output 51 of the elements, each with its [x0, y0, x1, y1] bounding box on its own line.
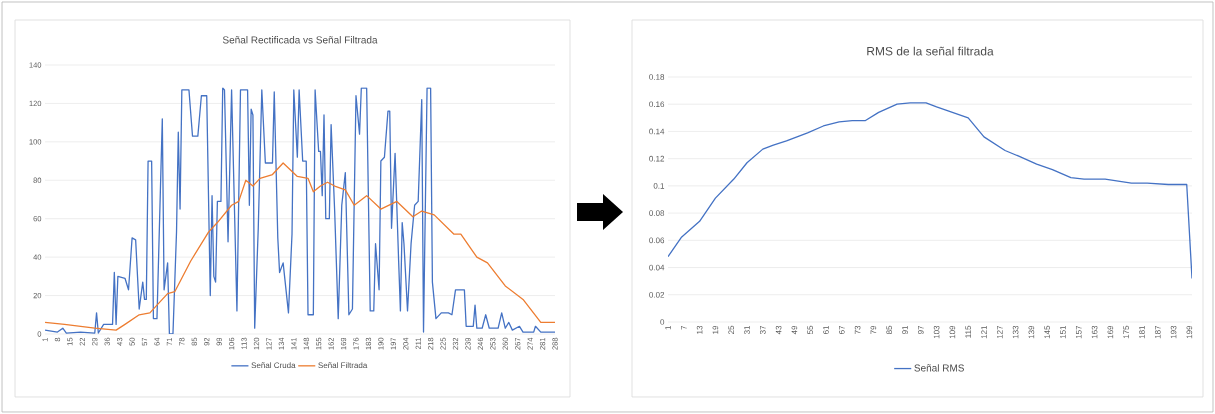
y-tick-label: 0.02 [649, 291, 665, 298]
x-tick-label: 139 [1028, 325, 1035, 339]
y-tick-label: 0.16 [649, 101, 665, 108]
legend-label: Señal Cruda [251, 362, 296, 369]
x-tick-label: 43 [775, 325, 782, 335]
x-tick-label: 127 [996, 325, 1003, 339]
y-tick-label: 0.08 [649, 210, 665, 216]
x-tick-label: 61 [823, 325, 829, 335]
x-tick-label: 133 [1012, 325, 1019, 339]
x-tick-label: 181 [1139, 325, 1145, 339]
y-tick-label: 0.1 [653, 183, 665, 189]
line-series [45, 162, 556, 331]
x-tick-label: 115 [965, 325, 971, 338]
x-tick-label: 121 [981, 325, 987, 339]
x-tick-label: 55 [807, 325, 813, 335]
x-tick-label: 199 [1186, 325, 1193, 339]
x-tick-label: 85 [886, 325, 893, 335]
x-tick-label: 97 [917, 325, 924, 335]
legend-label: Señal RMS [914, 364, 964, 372]
x-tick-label: 169 [1107, 325, 1114, 339]
chart-title: Señal Rectificada vs Señal Filtrada [222, 36, 378, 44]
x-tick-label: 25 [728, 325, 735, 335]
x-tick-label: 193 [1170, 325, 1177, 339]
line-series [45, 87, 556, 334]
x-tick-label: 163 [1091, 325, 1098, 339]
x-tick-label: 109 [949, 325, 956, 339]
x-tick-label: 37 [759, 325, 766, 335]
x-tick-label: 187 [1154, 325, 1161, 339]
chart-title: RMS de la señal filtrada [867, 46, 994, 56]
y-tick-label: 0 [660, 319, 665, 325]
x-tick-label: 67 [838, 325, 845, 335]
x-tick-label: 151 [1060, 325, 1066, 339]
x-tick-label: 13 [696, 325, 703, 334]
x-tick-label: 91 [902, 325, 908, 335]
x-tick-label: 49 [791, 325, 798, 335]
x-tick-label: 31 [744, 325, 750, 335]
x-tick-label: 1 [665, 325, 671, 330]
y-tick-label: 0.14 [649, 128, 665, 135]
x-tick-label: 175 [1123, 325, 1129, 339]
y-tick-label: 0.12 [649, 155, 665, 162]
x-tick-label: 103 [933, 325, 940, 339]
y-tick-label: 0.06 [649, 237, 665, 244]
x-tick-label: 145 [1044, 325, 1050, 339]
x-tick-label: 73 [854, 325, 861, 335]
legend-label: Señal Filtrada [318, 362, 368, 369]
x-tick-label: 79 [870, 325, 877, 335]
y-tick-label: 0.04 [649, 264, 665, 271]
y-tick-label: 0.18 [649, 74, 665, 80]
x-tick-label: 157 [1075, 325, 1082, 339]
x-tick-label: 7 [681, 325, 687, 330]
x-tick-label: 19 [712, 325, 719, 334]
